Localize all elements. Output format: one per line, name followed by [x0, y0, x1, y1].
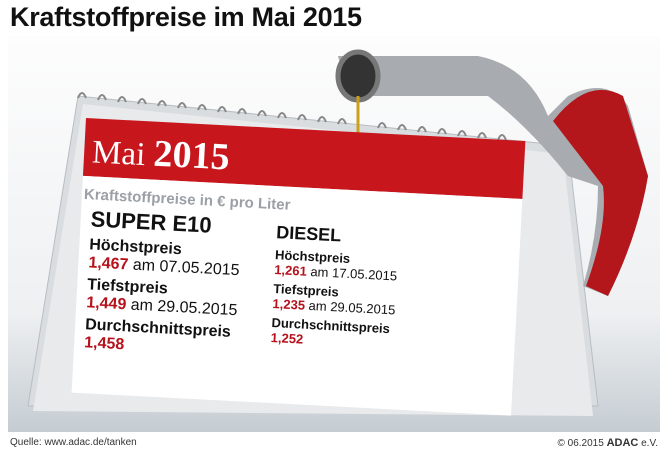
source-note: Quelle: www.adac.de/tanken — [10, 437, 137, 448]
calendar-page: Mai 2015 Kraftstoffpreise in € pro Liter… — [71, 118, 526, 416]
diesel-column: DIESEL Höchstpreis 1,261 am 17.05.2015 T… — [270, 222, 399, 351]
brand-suffix: e.V. — [641, 438, 658, 449]
fuel-nozzle-icon — [335, 49, 648, 296]
year-label: 2015 — [152, 132, 231, 179]
calendar-rings-icon — [77, 92, 507, 141]
min-value: 1,449 — [85, 294, 127, 314]
max-value: 1,467 — [87, 254, 129, 274]
page-title: Kraftstoffpreise im Mai 2015 — [10, 2, 362, 32]
brand-logo: ADAC — [606, 437, 639, 449]
copyright-date: © 06.2015 — [557, 438, 604, 449]
month-label: Mai — [91, 134, 147, 174]
avg-value: 1,458 — [83, 334, 125, 354]
min-date: am 29.05.2015 — [308, 297, 396, 318]
avg-value: 1,252 — [270, 329, 304, 347]
max-date: am 17.05.2015 — [310, 263, 398, 284]
min-value: 1,235 — [272, 296, 306, 313]
max-value: 1,261 — [273, 262, 308, 279]
calendar-month: Mai 2015 — [91, 128, 231, 179]
super-e10-column: SUPER E10 Höchstpreis 1,467 am 07.05.201… — [84, 206, 243, 360]
copyright: © 06.2015 ADAC e.V. — [557, 437, 658, 449]
